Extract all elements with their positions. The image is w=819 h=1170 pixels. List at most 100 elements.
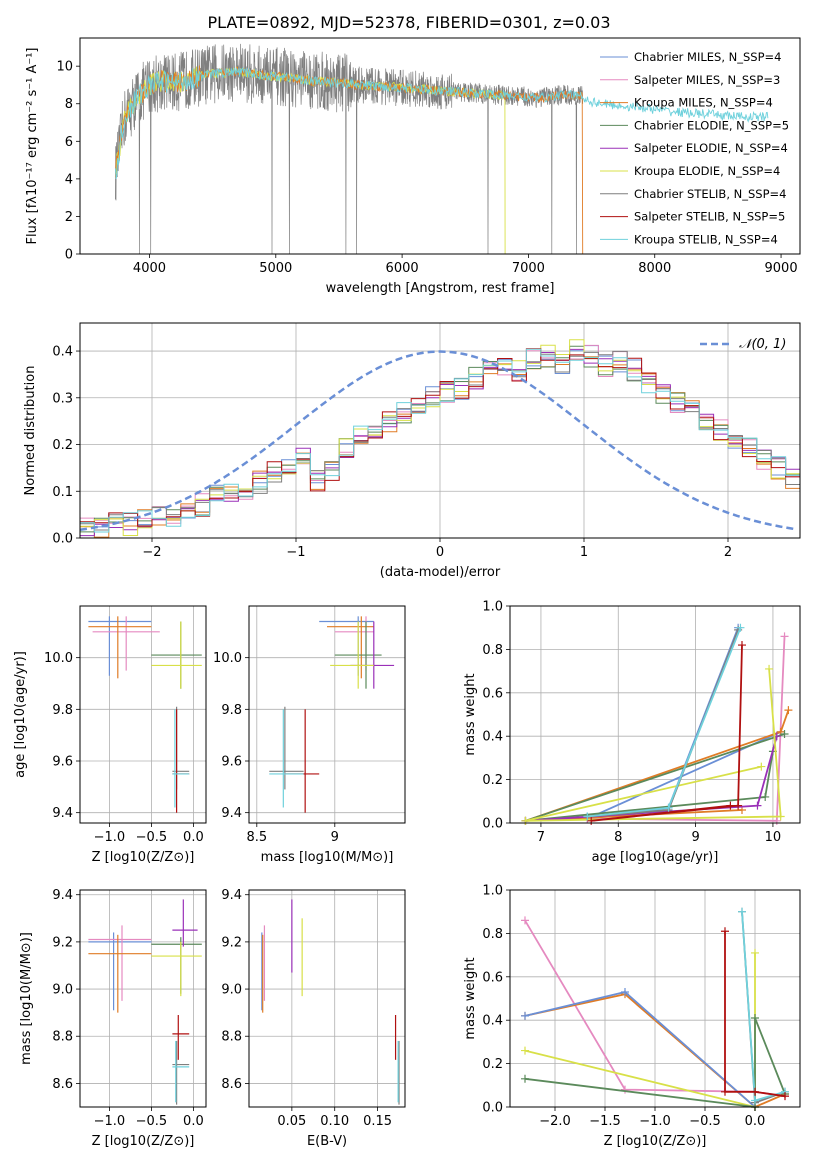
figure-title: PLATE=0892, MJD=52378, FIBERID=0301, z=0… bbox=[207, 13, 610, 32]
x-tick-label: −1.0 bbox=[94, 830, 126, 845]
y-tick-label: 2 bbox=[65, 210, 73, 225]
x-tick-label: −0.5 bbox=[136, 1114, 168, 1129]
y-tick-label: 9.4 bbox=[221, 806, 242, 821]
y-tick-label: 10 bbox=[56, 60, 73, 75]
spectrum-legend: Chabrier MILES, N_SSP=4 Salpeter MILES, N… bbox=[600, 50, 789, 246]
y-tick-label: 0.2 bbox=[482, 1057, 503, 1072]
x-tick-label: −1.0 bbox=[639, 1114, 671, 1129]
x-axis-label: E(B-V) bbox=[307, 1134, 347, 1149]
weight-marker bbox=[721, 1088, 729, 1096]
y-tick-label: 9.4 bbox=[221, 888, 242, 903]
weight-marker bbox=[765, 665, 773, 673]
y-tick-label: 1.0 bbox=[482, 884, 503, 899]
weight-marker bbox=[738, 641, 746, 649]
y-tick-label: 0.4 bbox=[482, 1014, 503, 1029]
weight-marker bbox=[751, 1088, 759, 1096]
legend-entry: Chabrier ELODIE, N_SSP=5 bbox=[634, 118, 789, 132]
legend-entry: Kroupa ELODIE, N_SSP=4 bbox=[634, 164, 780, 178]
weight-marker bbox=[781, 632, 789, 640]
legend-entry: 𝒩(0, 1) bbox=[739, 337, 786, 352]
axes-frame bbox=[249, 890, 405, 1107]
histogram-step bbox=[80, 357, 819, 537]
x-tick-label: 0.0 bbox=[183, 1114, 204, 1129]
x-axis-label: mass [log10(M/M⊙)] bbox=[261, 850, 394, 865]
x-tick-label: 2 bbox=[724, 545, 732, 560]
x-tick-label: 4000 bbox=[133, 261, 166, 276]
y-tick-label: 0.6 bbox=[482, 686, 503, 701]
x-tick-label: 5000 bbox=[259, 261, 292, 276]
x-tick-label: 0.05 bbox=[277, 1114, 306, 1129]
x-tick-label: 9 bbox=[331, 830, 339, 845]
y-tick-label: 8.8 bbox=[221, 1030, 242, 1045]
y-tick-label: 10.0 bbox=[44, 651, 73, 666]
weight-lines bbox=[521, 624, 792, 825]
x-axis-label: Z [log10(Z/Z⊙)] bbox=[604, 1134, 707, 1149]
axes-mass-vs-Z bbox=[80, 890, 206, 1107]
histogram-group bbox=[80, 340, 819, 538]
y-axis-label: Flux [fλ10⁻¹⁷ erg cm⁻² s⁻¹ A⁻¹] bbox=[25, 48, 40, 245]
y-tick-label: 0.4 bbox=[482, 730, 503, 745]
weight-series-line bbox=[591, 645, 742, 821]
figure: PLATE=0892, MJD=52378, FIBERID=0301, z=0… bbox=[0, 0, 819, 1170]
y-tick-label: 9.0 bbox=[52, 983, 73, 998]
frame-residuals: −2 −1 0 1 2 0.0 0.1 0.2 0.3 0.4 (data-model)/error… bbox=[23, 323, 800, 580]
weight-marker bbox=[761, 793, 769, 801]
weight-marker bbox=[521, 1075, 529, 1083]
legend-entry: Salpeter MILES, N_SSP=3 bbox=[634, 73, 780, 87]
x-tick-label: 8 bbox=[614, 830, 622, 845]
weight-series-line bbox=[742, 912, 785, 1101]
x-tick-label: −1.0 bbox=[94, 1114, 126, 1129]
y-tick-label: 9.6 bbox=[52, 755, 73, 770]
y-tick-label: 9.0 bbox=[221, 983, 242, 998]
y-axis-label: age [log10(age/yr)] bbox=[13, 651, 28, 778]
y-tick-label: 0.0 bbox=[52, 532, 73, 547]
axes-age-vs-Z bbox=[80, 606, 206, 823]
legend-entry: Salpeter ELODIE, N_SSP=4 bbox=[634, 141, 788, 155]
y-tick-label: 9.2 bbox=[52, 935, 73, 950]
axes-mass-vs-ebv bbox=[249, 890, 405, 1107]
y-tick-label: 0.0 bbox=[482, 1101, 503, 1116]
weight-marker bbox=[738, 908, 746, 916]
errorbar-group bbox=[262, 899, 399, 1104]
y-tick-label: 4 bbox=[65, 172, 73, 187]
weight-marker bbox=[751, 1096, 759, 1104]
y-tick-label: 0.4 bbox=[52, 345, 73, 360]
y-tick-label: 9.6 bbox=[221, 755, 242, 770]
x-tick-label: −1.5 bbox=[589, 1114, 621, 1129]
weight-marker bbox=[521, 1012, 529, 1020]
weight-marker bbox=[751, 949, 759, 957]
x-tick-label: 0 bbox=[436, 545, 444, 560]
y-tick-label: 8 bbox=[65, 97, 73, 112]
axes-frame bbox=[80, 890, 206, 1107]
weight-series-line bbox=[526, 710, 789, 821]
errorbar-group bbox=[88, 899, 201, 1104]
axes-frame bbox=[80, 606, 206, 823]
x-tick-label: 8.5 bbox=[246, 830, 267, 845]
y-tick-label: 0.3 bbox=[52, 391, 73, 406]
x-axis-label: Z [log10(Z/Z⊙)] bbox=[92, 1134, 195, 1149]
y-tick-label: 1.0 bbox=[482, 600, 503, 615]
x-tick-label: 9 bbox=[691, 830, 699, 845]
y-tick-label: 9.8 bbox=[221, 703, 242, 718]
y-tick-label: 8.6 bbox=[52, 1077, 73, 1092]
x-tick-label: −1 bbox=[286, 545, 305, 560]
y-tick-label: 8.6 bbox=[221, 1077, 242, 1092]
residual-legend: 𝒩(0, 1) bbox=[700, 337, 786, 352]
x-axis-label: (data-model)/error bbox=[380, 565, 501, 580]
frame-age-vs-mass: 8.5 99.49.69.810.0mass [log10(M/M⊙)] bbox=[213, 606, 405, 865]
y-tick-label: 0.2 bbox=[52, 438, 73, 453]
legend-entry: Kroupa STELIB, N_SSP=4 bbox=[634, 232, 778, 246]
weight-marker bbox=[757, 763, 765, 771]
y-tick-label: 9.8 bbox=[52, 703, 73, 718]
y-axis-label: Normed distribution bbox=[23, 366, 38, 496]
y-tick-label: 0 bbox=[65, 248, 73, 263]
y-tick-label: 0.1 bbox=[52, 485, 73, 500]
weight-marker bbox=[521, 1047, 529, 1055]
x-tick-label: −0.5 bbox=[689, 1114, 721, 1129]
x-axis-label: age [log10(age/yr)] bbox=[592, 850, 719, 865]
x-tick-label: −0.5 bbox=[136, 830, 168, 845]
x-tick-label: 7000 bbox=[512, 261, 545, 276]
weight-marker bbox=[773, 817, 781, 825]
y-axis-label: mass weight bbox=[463, 957, 478, 1039]
normal-curve bbox=[80, 352, 797, 530]
